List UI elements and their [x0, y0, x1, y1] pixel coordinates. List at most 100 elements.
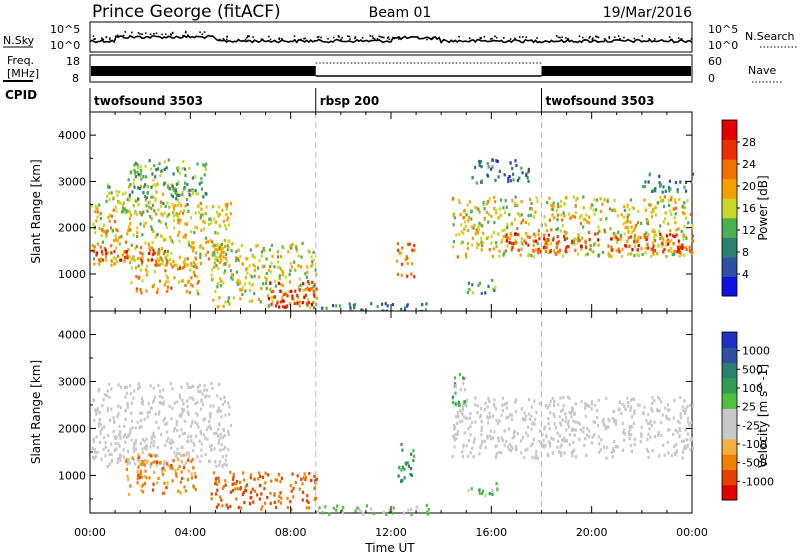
data-cell — [210, 381, 213, 386]
data-cell — [645, 231, 648, 235]
data-cell — [570, 450, 573, 454]
data-cell — [259, 300, 262, 304]
nsky-label: N.Sky — [3, 34, 35, 47]
data-cell — [549, 242, 553, 246]
data-cell — [113, 239, 116, 243]
data-cell — [298, 277, 301, 281]
data-cell — [461, 454, 464, 459]
data-cell — [217, 427, 220, 432]
nsearch-point — [596, 36, 598, 38]
data-cell — [633, 253, 636, 258]
data-cell — [622, 438, 626, 442]
data-cell — [167, 158, 170, 162]
data-cell — [249, 490, 253, 494]
data-cell — [678, 250, 681, 254]
data-cell — [550, 436, 553, 440]
data-cell — [454, 391, 457, 395]
data-cell — [98, 418, 101, 422]
data-cell — [282, 305, 285, 309]
data-cell — [286, 294, 289, 298]
data-cell — [299, 283, 302, 287]
data-cell — [400, 307, 403, 311]
data-cell — [287, 250, 290, 254]
data-cell — [183, 264, 186, 268]
data-cell — [282, 271, 285, 275]
nsearch-point — [669, 38, 672, 41]
data-cell — [613, 449, 616, 453]
data-cell — [561, 408, 564, 412]
data-cell — [560, 409, 563, 413]
data-cell — [117, 412, 120, 416]
data-cell — [221, 463, 224, 468]
y-tick-label: 2000 — [58, 222, 86, 235]
data-cell — [231, 488, 234, 493]
data-cell — [92, 440, 96, 444]
data-cell — [472, 440, 475, 444]
data-cell — [673, 249, 676, 253]
data-cell — [211, 251, 214, 255]
data-cell — [466, 229, 470, 233]
data-cell — [100, 458, 103, 462]
data-cell — [112, 196, 115, 200]
data-cell — [528, 398, 531, 402]
data-cell — [222, 262, 225, 267]
data-cell — [150, 246, 153, 250]
data-cell — [630, 231, 633, 235]
data-cell — [462, 376, 465, 380]
data-cell — [283, 305, 287, 309]
data-cell — [106, 229, 109, 233]
data-cell — [170, 446, 173, 450]
data-cell — [119, 430, 122, 434]
data-cell — [487, 200, 490, 204]
data-cell — [225, 463, 228, 467]
nsearch-point — [680, 38, 683, 40]
data-cell — [134, 441, 137, 445]
data-cell — [631, 397, 634, 401]
data-cell — [195, 266, 198, 270]
nsearch-point — [316, 36, 319, 39]
data-cell — [176, 198, 179, 203]
data-cell — [194, 402, 197, 406]
data-cell — [139, 245, 143, 250]
data-cell — [194, 434, 198, 438]
data-cell — [241, 262, 244, 266]
nsearch-point — [383, 36, 385, 39]
data-cell — [535, 248, 538, 252]
data-cell — [189, 385, 192, 389]
data-cell — [574, 248, 577, 252]
data-cell — [160, 212, 163, 216]
data-cell — [258, 497, 261, 501]
data-cell — [474, 420, 477, 424]
data-cell — [589, 244, 592, 248]
data-cell — [279, 267, 282, 271]
data-cell — [177, 233, 180, 237]
data-cell — [683, 446, 686, 450]
data-cell — [453, 376, 457, 380]
nsearch-point — [108, 38, 111, 41]
nsearch-point — [371, 35, 374, 38]
data-cell — [251, 487, 254, 491]
data-cell — [149, 384, 152, 388]
data-cell — [545, 241, 548, 245]
data-cell — [653, 229, 656, 234]
data-cell — [165, 462, 168, 466]
data-cell — [456, 432, 459, 436]
data-cell — [196, 400, 199, 405]
data-cell — [289, 262, 292, 266]
data-cell — [157, 247, 160, 251]
data-cell — [192, 260, 196, 264]
data-cell — [569, 216, 572, 220]
data-cell — [197, 389, 200, 393]
data-cell — [303, 295, 306, 299]
data-cell — [200, 187, 203, 191]
data-cell — [304, 293, 307, 297]
data-cell — [503, 173, 506, 177]
data-cell — [99, 422, 102, 427]
data-cell — [215, 256, 218, 260]
data-cell — [636, 239, 639, 243]
nsearch-point — [592, 37, 594, 40]
data-cell — [670, 212, 673, 216]
data-cell — [561, 418, 564, 422]
data-cell — [563, 237, 566, 242]
data-cell — [630, 405, 633, 409]
